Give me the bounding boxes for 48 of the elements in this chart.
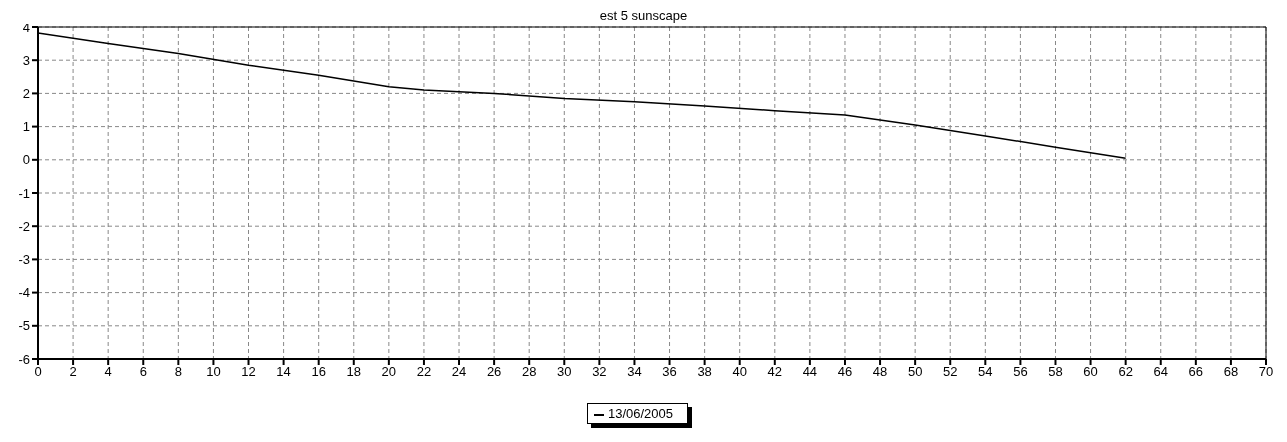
y-tick-label: 2 xyxy=(22,86,30,102)
x-tick-label: 34 xyxy=(627,364,642,380)
x-tick-label: 24 xyxy=(451,364,467,380)
y-tick-label: -6 xyxy=(18,351,30,367)
legend-label: 13/06/2005 xyxy=(606,406,674,421)
x-tick-label: 44 xyxy=(802,364,818,380)
x-tick-label: 18 xyxy=(346,364,362,380)
x-tick-label: 54 xyxy=(978,364,993,380)
x-tick-label: 10 xyxy=(206,364,221,380)
x-tick-label: 46 xyxy=(837,364,853,380)
x-tick-label: 14 xyxy=(276,364,291,380)
x-tick-label: 58 xyxy=(1048,364,1063,380)
x-tick-label: 16 xyxy=(311,364,326,380)
x-tick-label: 52 xyxy=(942,364,958,380)
y-tick-label: 1 xyxy=(22,119,30,135)
x-tick-label: 38 xyxy=(697,364,712,380)
x-tick-label: 28 xyxy=(521,364,537,380)
y-tick-label: -3 xyxy=(18,252,30,268)
x-tick-label: 4 xyxy=(104,364,112,380)
x-tick-label: 26 xyxy=(486,364,502,380)
x-tick-label: 8 xyxy=(174,364,182,380)
x-tick-label: 30 xyxy=(557,364,572,380)
x-tick-label: 50 xyxy=(907,364,923,380)
y-tick-label: 3 xyxy=(22,52,30,68)
x-tick-label: 32 xyxy=(592,364,607,380)
x-tick-label: 20 xyxy=(381,364,397,380)
x-tick-label: 64 xyxy=(1153,364,1168,380)
x-tick-label: 0 xyxy=(34,364,42,380)
y-tick-label: 0 xyxy=(22,152,30,168)
x-tick-label: 6 xyxy=(139,364,147,380)
y-tick-label: -4 xyxy=(18,285,30,301)
x-tick-label: 60 xyxy=(1083,364,1098,380)
x-tick-label: 70 xyxy=(1258,364,1274,380)
y-tick-label: -5 xyxy=(18,318,30,334)
x-tick-label: 40 xyxy=(732,364,747,380)
x-tick-label: 42 xyxy=(767,364,783,380)
x-tick-label: 68 xyxy=(1223,364,1239,380)
x-tick-label: 66 xyxy=(1188,364,1204,380)
y-tick-label: -2 xyxy=(18,218,30,234)
x-tick-label: 22 xyxy=(416,364,432,380)
x-tick-label: 36 xyxy=(662,364,677,380)
x-tick-label: 48 xyxy=(872,364,888,380)
x-tick-label: 62 xyxy=(1118,364,1133,380)
x-tick-label: 2 xyxy=(69,364,77,380)
y-tick-label: -1 xyxy=(18,185,30,201)
x-tick-label: 56 xyxy=(1013,364,1028,380)
x-tick-label: 12 xyxy=(241,364,256,380)
chart-title: est 5 sunscape xyxy=(599,8,688,23)
